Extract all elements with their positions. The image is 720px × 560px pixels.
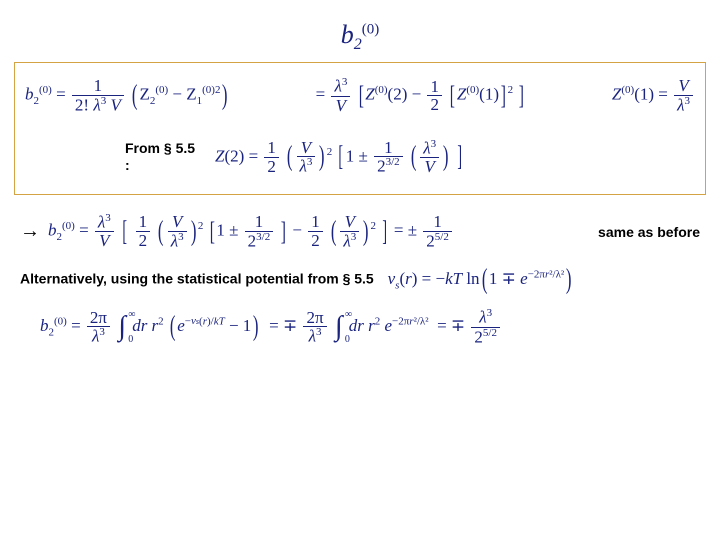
title-sup: (0) <box>362 21 380 37</box>
note-same: same as before <box>598 224 700 240</box>
from-label-line2: : <box>125 157 130 173</box>
title-sub: 2 <box>354 36 362 53</box>
title-base: b <box>341 20 354 49</box>
result-row: → b2(0) = λ3V [ 12 (Vλ3)2 [1 ± 123/2 ] −… <box>20 213 700 250</box>
page-title: b2(0) <box>0 20 720 54</box>
eq-Z2: Z(2) = 12 (Vλ3)2 [1 ± 123/2 (λ3V) ] <box>215 139 464 176</box>
equation-box: b2(0) = 12! λ3 V (Z2(0) − Z1(0)2) = λ3V … <box>14 62 706 195</box>
eq-result: b2(0) = λ3V [ 12 (Vλ3)2 [1 ± 123/2 ] − 1… <box>48 213 454 250</box>
from-label: From § 5.5 : <box>125 140 195 174</box>
eq-Z1: Z(0)(1) = Vλ3 <box>612 77 695 114</box>
eq-b2-definition: b2(0) = 12! λ3 V (Z2(0) − Z1(0)2) <box>25 77 230 114</box>
eq-b2-expanded: = λ3V [Z(0)(2) − 12 [Z(0)(1)]2 ] <box>316 77 527 114</box>
alternative-line: Alternatively, using the statistical pot… <box>20 264 700 296</box>
eq-final-integral: b2(0) = 2πλ3 ∫0∞ dr r2 (e−vs(r)/kT − 1) … <box>40 316 502 335</box>
eq-vs: vs(r) = −kT ln(1 ∓ e−2πr²/λ²) <box>388 264 574 296</box>
final-row: b2(0) = 2πλ3 ∫0∞ dr r2 (e−vs(r)/kT − 1) … <box>40 308 700 346</box>
alternative-text: Alternatively, using the statistical pot… <box>20 271 374 287</box>
box-row-1: b2(0) = 12! λ3 V (Z2(0) − Z1(0)2) = λ3V … <box>25 77 695 114</box>
from-label-line1: From § 5.5 <box>125 140 195 156</box>
arrow-icon: → <box>20 220 40 243</box>
box-row-2: From § 5.5 : Z(2) = 12 (Vλ3)2 [1 ± 123/2… <box>25 139 695 176</box>
